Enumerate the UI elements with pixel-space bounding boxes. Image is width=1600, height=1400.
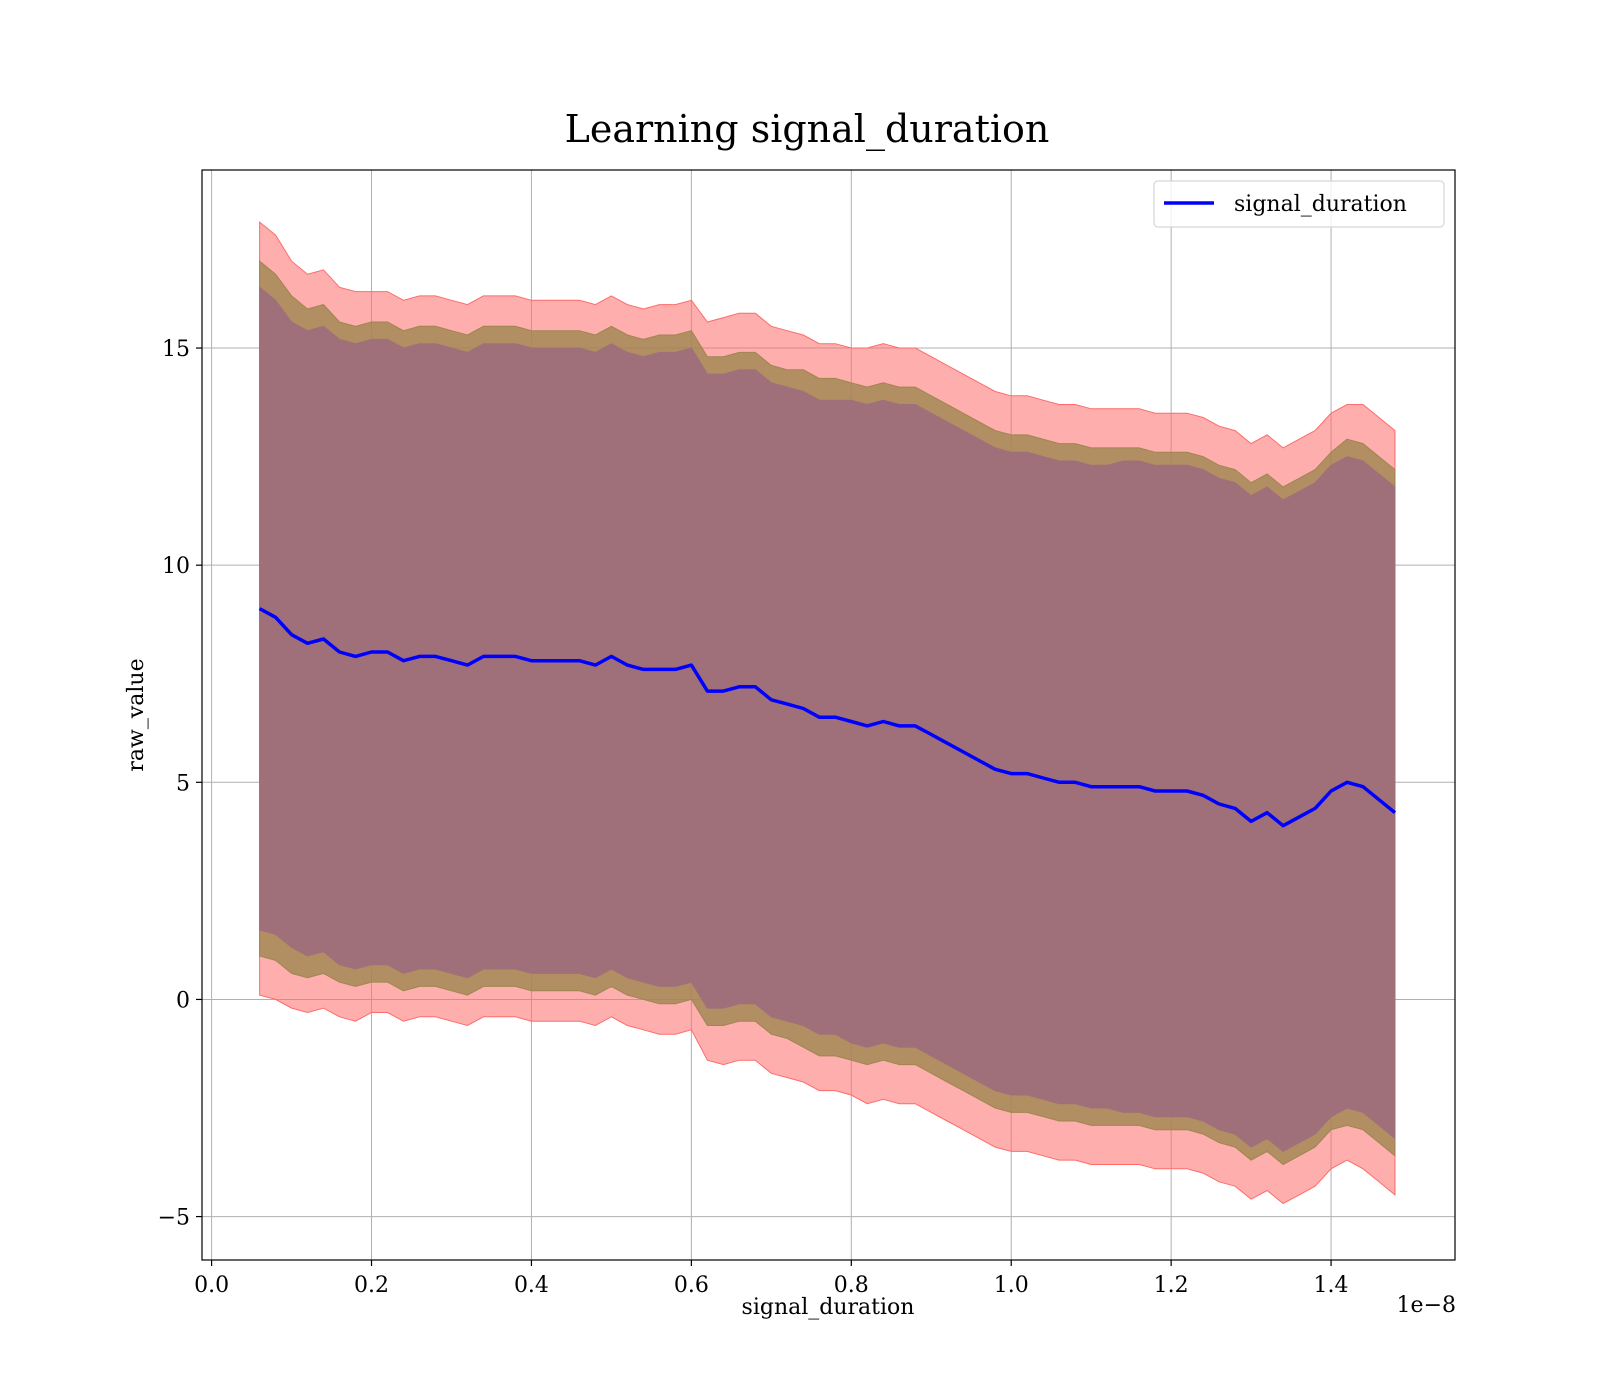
y-ticks: −5 0 5 10 15 — [158, 337, 202, 1231]
y-tick-label: 5 — [176, 771, 190, 796]
legend-box — [1153, 180, 1445, 228]
x-tick-label: 0.2 — [354, 1273, 389, 1298]
y-tick-label: 15 — [162, 337, 190, 362]
x-ticks: 0.0 0.2 0.4 0.6 0.8 1.0 1.2 1.4 — [194, 1260, 1349, 1298]
legend-label: signal_duration — [1234, 192, 1407, 217]
y-tick-label: 10 — [162, 554, 190, 579]
y-axis-label: raw_value — [124, 658, 149, 771]
x-tick-label: 1.2 — [1154, 1273, 1189, 1298]
plot-frame — [201, 169, 1456, 1261]
y-tick-label: −5 — [158, 1206, 190, 1231]
y-tick-label: 0 — [176, 988, 190, 1013]
line-layer — [258, 607, 1397, 828]
x-tick-label: 0.4 — [514, 1273, 549, 1298]
x-axis-label: signal_duration — [742, 1295, 915, 1320]
band-2sigma — [259, 286, 1396, 1152]
chart-title: Learning signal_duration — [565, 107, 1050, 152]
x-tick-label: 1.0 — [994, 1273, 1029, 1298]
x-tick-label: 1.4 — [1314, 1273, 1349, 1298]
x-tick-label: 0.0 — [194, 1273, 229, 1298]
legend: signal_duration — [1153, 180, 1445, 228]
x-tick-label: 0.6 — [674, 1273, 709, 1298]
x-tick-label: 0.8 — [834, 1273, 869, 1298]
band-layer — [259, 221, 1396, 1205]
series-line-signal-duration — [258, 607, 1397, 828]
x-offset-label: 1e−8 — [1397, 1293, 1456, 1318]
